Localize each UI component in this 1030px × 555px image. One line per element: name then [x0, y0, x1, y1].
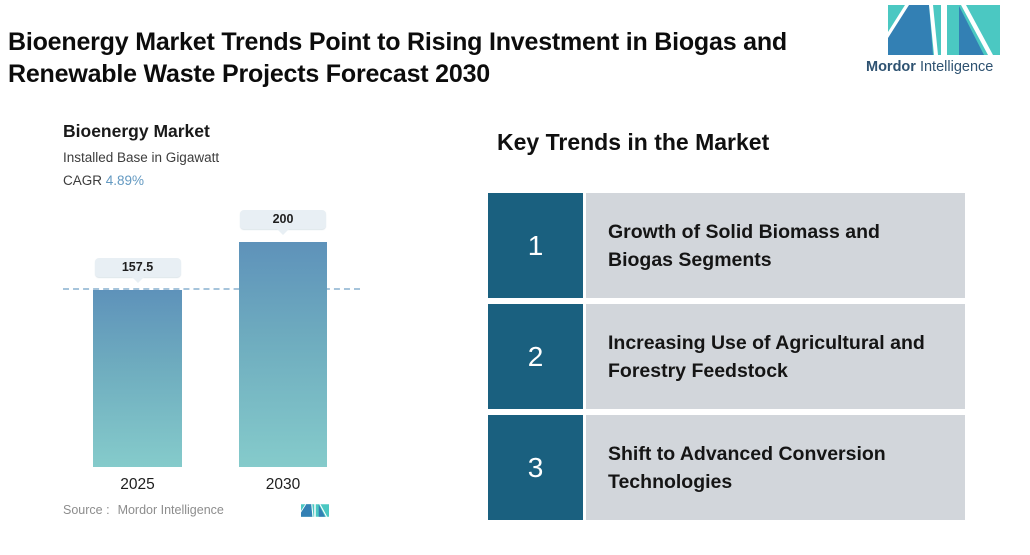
trend-number-badge: 1 [488, 193, 583, 298]
trend-text: Growth of Solid Biomass and Biogas Segme… [586, 193, 965, 298]
cagr-label: CAGR [63, 173, 103, 188]
cagr-value: 4.89% [105, 173, 145, 188]
bar-value-pill: 200 [240, 210, 326, 229]
chart-header: Bioenergy Market Installed Base in Gigaw… [63, 121, 219, 188]
chart-title: Bioenergy Market [63, 121, 210, 141]
source-row: Source : Mordor Intelligence [63, 503, 329, 517]
chart-subtitle: Installed Base in Gigawatt [63, 150, 220, 165]
key-trends-list: 1 Growth of Solid Biomass and Biogas Seg… [488, 193, 965, 520]
trend-number-badge: 2 [488, 304, 583, 409]
bar-value-pill: 157.5 [94, 257, 181, 277]
chart-cagr: CAGR 4.89% [63, 173, 219, 188]
trend-row-2: 2 Increasing Use of Agricultural and For… [488, 304, 965, 409]
mordor-intelligence-mini-logo-icon [301, 503, 329, 517]
x-axis-label: 2025 [120, 476, 155, 493]
page-title: Bioenergy Market Trends Point to Rising … [8, 28, 787, 88]
brand-name-bold: Mordor [866, 59, 916, 75]
bar-chart: 157.5 2025 200 2030 [63, 210, 363, 493]
source-value: Mordor Intelligence [117, 503, 224, 517]
mordor-intelligence-logo-icon [888, 5, 1000, 55]
brand-wordmark: Mordor Intelligence [866, 59, 1016, 75]
reference-line [63, 287, 360, 290]
bar-group-2025: 157.5 2025 [93, 215, 182, 493]
trend-row-3: 3 Shift to Advanced Conversion Technolog… [488, 415, 965, 520]
source-label: Source : [63, 503, 110, 517]
bar [93, 289, 182, 467]
trend-row-1: 1 Growth of Solid Biomass and Biogas Seg… [488, 193, 965, 298]
brand-name-regular: Intelligence [915, 59, 994, 75]
trend-number-badge: 3 [488, 415, 583, 520]
brand-logo: Mordor Intelligence [866, 5, 1016, 75]
bar [239, 242, 327, 467]
x-axis-label: 2030 [265, 476, 301, 493]
trend-text: Shift to Advanced Conversion Technologie… [586, 415, 965, 520]
bar-group-2030: 200 2030 [239, 210, 327, 493]
key-trends-heading: Key Trends in the Market [497, 129, 770, 155]
trend-text: Increasing Use of Agricultural and Fores… [586, 304, 965, 409]
